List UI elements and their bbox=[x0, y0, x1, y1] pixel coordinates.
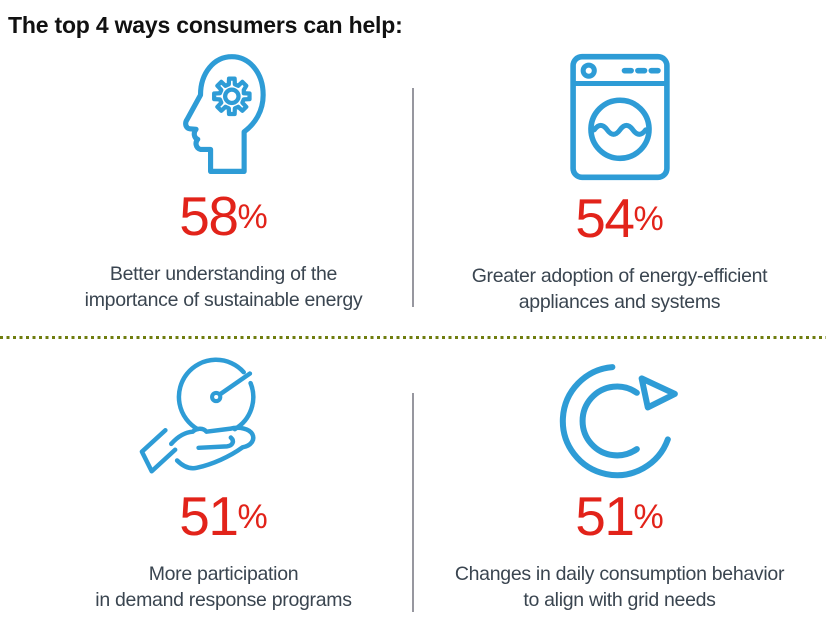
icon-slot bbox=[166, 50, 282, 182]
percent-sign: % bbox=[633, 498, 664, 536]
vertical-divider-bottom bbox=[412, 393, 414, 612]
stat-description: Better understanding of the importance o… bbox=[85, 262, 363, 313]
stat-description-line2: importance of sustainable energy bbox=[84, 288, 363, 311]
stat-value: 51% bbox=[575, 489, 664, 557]
stat-description-line1: Better understanding of the bbox=[109, 263, 338, 285]
dotted-horizontal-divider bbox=[0, 336, 826, 339]
stat-description-line1: Greater adoption of energy-efficient bbox=[471, 265, 768, 287]
percent-sign: % bbox=[633, 200, 664, 238]
stat-description-line2: appliances and systems bbox=[518, 290, 721, 313]
stat-number: 51 bbox=[575, 485, 635, 547]
stat-value: 51% bbox=[179, 489, 268, 557]
refresh-cycle-icon bbox=[559, 364, 678, 479]
stat-card-behavior: 51% Changes in daily consumption behavio… bbox=[413, 355, 826, 613]
stat-card-appliances: 54% Greater adoption of energy-efficient… bbox=[413, 50, 826, 313]
icon-slot bbox=[564, 50, 676, 184]
stat-value: 54% bbox=[575, 191, 664, 259]
head-gear-icon bbox=[182, 54, 266, 174]
stat-card-understanding: 58% Better understanding of the importan… bbox=[17, 50, 430, 311]
stat-value: 58% bbox=[179, 189, 268, 257]
stat-description-line2: in demand response programs bbox=[95, 588, 352, 611]
stat-number: 51 bbox=[179, 485, 239, 547]
stat-card-demand-response: 51% More participation in demand respons… bbox=[17, 355, 430, 613]
hand-gauge-icon bbox=[139, 357, 256, 474]
stat-number: 54 bbox=[575, 187, 635, 249]
stat-description: Greater adoption of energy-efficient app… bbox=[472, 264, 768, 315]
stat-description: Changes in daily consumption behavior to… bbox=[454, 562, 785, 613]
stat-description: More participation in demand response pr… bbox=[95, 562, 352, 613]
washing-machine-icon bbox=[569, 53, 670, 181]
stat-description-line1: More participation bbox=[148, 563, 299, 585]
icon-slot bbox=[136, 355, 312, 482]
percent-sign: % bbox=[237, 498, 268, 536]
stat-description-line2: to align with grid needs bbox=[523, 588, 716, 611]
stat-number: 58 bbox=[179, 185, 239, 247]
percent-sign: % bbox=[237, 198, 268, 236]
page-title: The top 4 ways consumers can help: bbox=[8, 12, 403, 38]
icon-slot bbox=[558, 355, 681, 482]
vertical-divider-top bbox=[412, 88, 414, 307]
stat-description-line1: Changes in daily consumption behavior bbox=[454, 563, 785, 585]
